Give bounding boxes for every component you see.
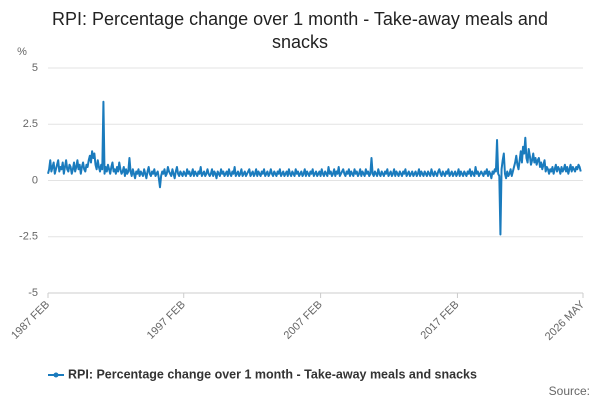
series-line: [47, 100, 582, 236]
x-tick-label: 2007 FEB: [282, 299, 325, 342]
legend-marker: [53, 372, 59, 378]
chart-title: RPI: Percentage change over 1 month - Ta…: [52, 9, 548, 52]
y-axis-label: %: [17, 46, 27, 58]
source-label: Source:: [549, 384, 590, 398]
y-tick-label: -5: [28, 287, 38, 299]
y-tick-label: 0: [32, 174, 38, 186]
legend-label: RPI: Percentage change over 1 month - Ta…: [68, 367, 477, 381]
y-tick-label: 2.5: [23, 118, 38, 130]
x-tick-label: 2026 MAY: [543, 298, 588, 343]
y-tick-label: -2.5: [19, 231, 38, 243]
x-tick-label: 2017 FEB: [419, 299, 462, 342]
y-tick-label: 5: [32, 62, 38, 74]
x-tick-label: 1997 FEB: [145, 299, 188, 342]
x-tick-label: 1987 FEB: [9, 299, 52, 342]
